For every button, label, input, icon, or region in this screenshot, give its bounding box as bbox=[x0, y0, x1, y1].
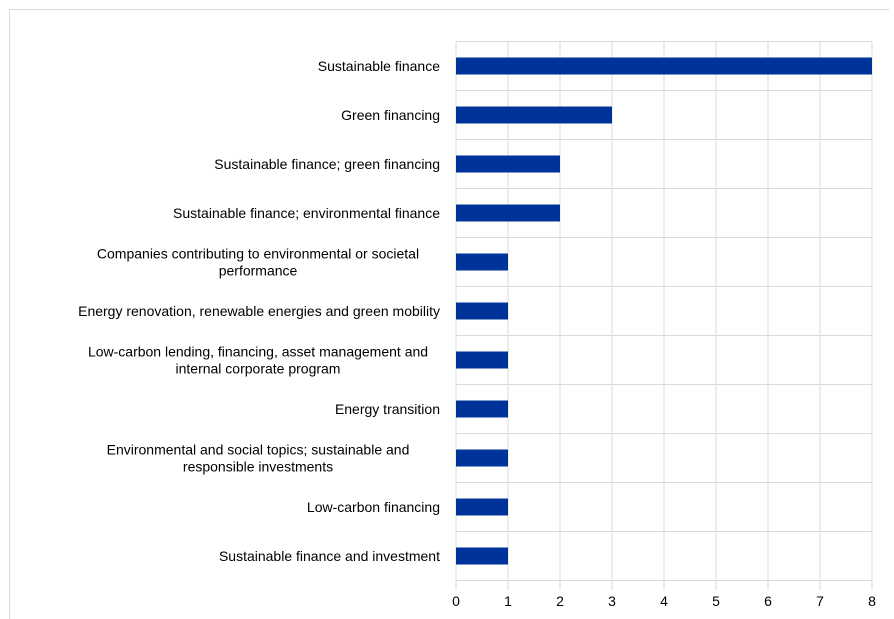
x-tick-label: 7 bbox=[816, 593, 824, 609]
category-label: Sustainable finance; green financing bbox=[214, 156, 440, 172]
x-tick-label: 2 bbox=[556, 593, 564, 609]
category-label: Energy transition bbox=[335, 401, 440, 417]
category-label: Sustainable finance and investment bbox=[219, 548, 440, 564]
bar bbox=[456, 253, 508, 271]
bar bbox=[456, 204, 560, 222]
bar bbox=[456, 449, 508, 467]
bar bbox=[456, 302, 508, 320]
category-label: Sustainable finance bbox=[318, 58, 440, 74]
bar bbox=[456, 57, 872, 75]
chart-frame bbox=[9, 9, 889, 619]
category-label: Sustainable finance; environmental finan… bbox=[173, 205, 440, 221]
x-tick-label: 1 bbox=[504, 593, 512, 609]
category-label: Environmental and social topics; sustain… bbox=[107, 442, 410, 475]
bar bbox=[456, 106, 612, 124]
category-label: Companies contributing to environmental … bbox=[97, 246, 419, 279]
category-label: Low-carbon lending, financing, asset man… bbox=[88, 344, 428, 377]
category-label: Green financing bbox=[341, 107, 440, 123]
bar bbox=[456, 547, 508, 565]
x-tick-label: 5 bbox=[712, 593, 720, 609]
x-tick-label: 0 bbox=[452, 593, 460, 609]
bar bbox=[456, 400, 508, 418]
x-tick-label: 8 bbox=[868, 593, 876, 609]
bar bbox=[456, 155, 560, 173]
x-tick-label: 3 bbox=[608, 593, 616, 609]
bar bbox=[456, 498, 508, 516]
bar bbox=[456, 351, 508, 369]
category-label: Energy renovation, renewable energies an… bbox=[78, 303, 440, 319]
category-label: Low-carbon financing bbox=[307, 499, 440, 515]
x-tick-label: 4 bbox=[660, 593, 668, 609]
x-tick-label: 6 bbox=[764, 593, 772, 609]
